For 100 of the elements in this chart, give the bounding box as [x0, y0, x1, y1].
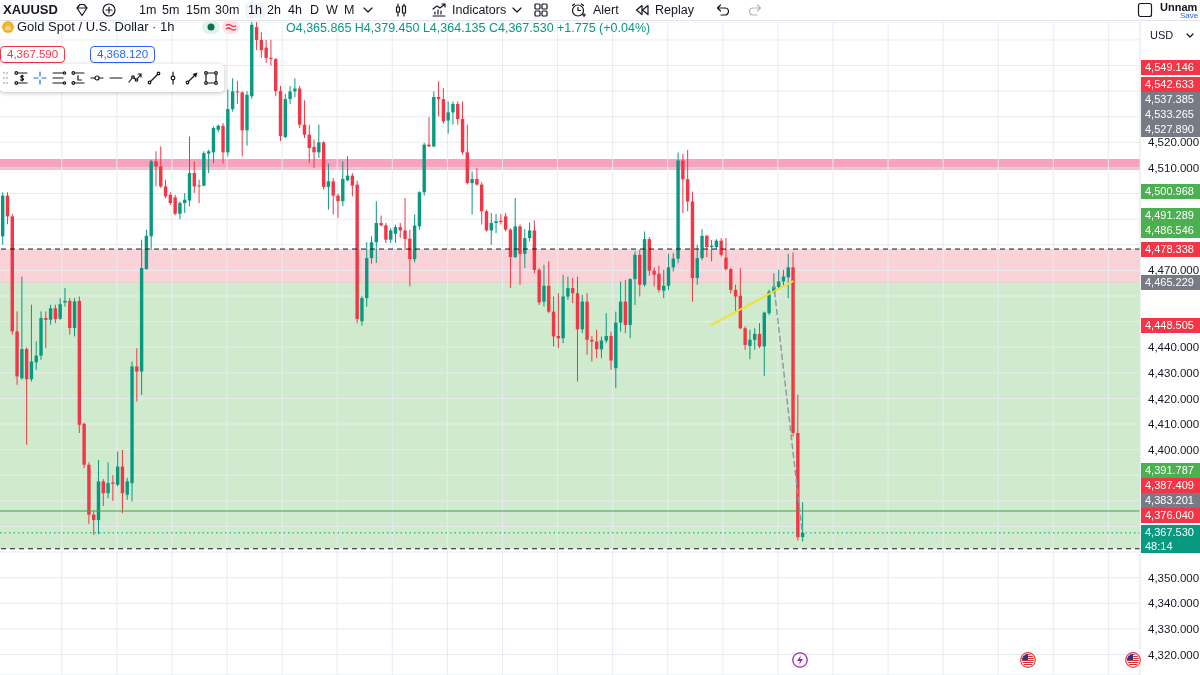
candlestick: [724, 237, 728, 271]
text: 4,542.633: [1145, 76, 1195, 92]
text: W: [326, 3, 338, 18]
candlestick: [408, 229, 412, 287]
text: 4,383.201: [1145, 493, 1195, 509]
candlestick: [566, 276, 570, 301]
text: 1m: [139, 3, 157, 18]
text: XAUUSD: [3, 2, 58, 17]
candlestick: [681, 153, 685, 214]
text: 4h: [288, 3, 302, 18]
ref-line-label: 4,376.040: [1145, 508, 1195, 524]
candlestick: [384, 222, 388, 244]
chart-title: Gold Spot / U.S. Dollar · 1h: [17, 19, 175, 35]
candlestick: [523, 228, 527, 269]
candlestick: [360, 295, 364, 327]
text: Alert: [593, 3, 619, 18]
candlestick: [48, 304, 53, 326]
y-tick-label: 4,420.000: [1148, 392, 1200, 405]
candlestick: [700, 228, 704, 261]
candlestick: [494, 213, 498, 234]
ref-line-label: 4,478.338: [1145, 241, 1195, 257]
candlestick: [748, 329, 752, 360]
candlestick: [685, 149, 690, 212]
y-tick-label: 4,510.000: [1148, 162, 1200, 175]
candlestick: [527, 222, 532, 242]
text: 4,491.289: [1145, 208, 1195, 224]
candlestick: [111, 474, 115, 502]
text: D: [310, 3, 320, 18]
y-tick-label: 4,320.000: [1148, 648, 1200, 661]
candlestick: [776, 269, 781, 291]
text: 4,500.968: [1145, 183, 1195, 199]
candlestick: [331, 177, 335, 216]
candlestick: [154, 150, 158, 187]
candlestick: [135, 347, 139, 403]
text: 5m: [162, 3, 180, 18]
text: Replay: [655, 3, 694, 18]
candlestick: [604, 312, 608, 344]
annotation: 4,368.120: [90, 46, 156, 63]
y-tick-label: 4,430.000: [1148, 366, 1200, 379]
text: 4,448.505: [1145, 317, 1195, 333]
candlestick: [666, 253, 671, 291]
chart-subtitle: O4,365.865 H4,379.450 L4,364.135 C4,367.530 +1.775 (+0.04%): [286, 20, 651, 36]
candlestick: [326, 163, 331, 211]
candlestick: [269, 39, 273, 67]
candlestick: [44, 310, 48, 349]
y-tick-label: 4,440.000: [1148, 341, 1200, 354]
text: 4,387.409: [1145, 478, 1195, 494]
text: 30m: [215, 3, 240, 18]
candlestick: [58, 297, 62, 321]
text: 48:14: [1145, 540, 1174, 553]
text: USD: [1150, 28, 1174, 43]
candlestick: [499, 213, 503, 226]
candlestick: [173, 194, 177, 216]
candlestick: [542, 264, 546, 307]
candlestick: [312, 139, 316, 169]
candlestick: [590, 335, 594, 363]
candlestick: [379, 215, 383, 227]
candlestick: [446, 100, 450, 135]
candlestick: [106, 461, 110, 499]
candlestick: [451, 100, 455, 126]
text: 4,549.146: [1145, 60, 1195, 76]
text: 15m: [186, 3, 211, 18]
y-tick-label: 4,330.000: [1148, 622, 1200, 635]
candlestick: [288, 85, 292, 105]
text: 1h: [245, 3, 265, 18]
annotation: 4,367.590: [0, 46, 66, 63]
y-tick-label: 4,400.000: [1148, 443, 1200, 456]
candlestick: [101, 478, 105, 507]
candlestick: [230, 77, 235, 113]
candlestick: [317, 124, 321, 159]
candlestick: [393, 224, 398, 244]
text: 4,465.229: [1145, 275, 1195, 291]
text: 4,537.385: [1145, 91, 1195, 107]
text: 4,527.890: [1145, 121, 1195, 137]
candlestick: [767, 289, 771, 316]
candlestick: [753, 327, 757, 351]
text: Indicators: [452, 3, 507, 18]
text: Save: [1180, 11, 1199, 21]
y-tick-label: 4,350.000: [1148, 571, 1200, 584]
candlestick: [475, 167, 479, 187]
text: 4,391.787: [1145, 463, 1195, 479]
candlestick: [733, 284, 738, 313]
text: 4,486.546: [1145, 223, 1195, 239]
candlestick: [264, 39, 268, 64]
text: 2h: [267, 3, 281, 18]
candlestick: [336, 193, 340, 219]
text: M: [344, 3, 355, 18]
y-tick-label: 4,410.000: [1148, 418, 1200, 431]
candlestick: [235, 80, 240, 105]
y-tick-label: 4,470.000: [1148, 264, 1200, 277]
candlestick: [503, 212, 508, 232]
candlestick: [705, 234, 709, 258]
text: Unnam: [1160, 0, 1198, 13]
y-tick-label: 4,340.000: [1148, 597, 1200, 610]
ref-line-label: 4,367.530: [1145, 525, 1195, 541]
candlestick: [403, 197, 407, 251]
candlestick: [470, 170, 474, 216]
candlestick: [743, 325, 747, 351]
text: 4,533.265: [1145, 106, 1195, 122]
y-tick-label: 4,520.000: [1148, 136, 1200, 149]
